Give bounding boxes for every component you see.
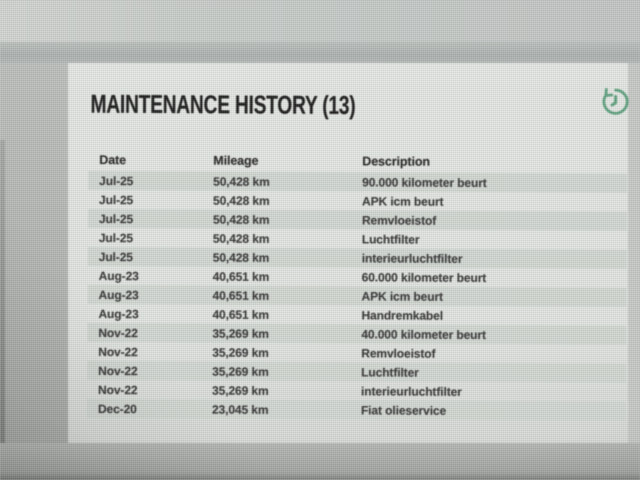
header-shadow-band: [0, 42, 640, 64]
table-row: Dec-20 23,045 km Fiat olieservice: [86, 398, 627, 421]
top-band: [0, 0, 640, 42]
mileage-cell: 50,428 km: [212, 250, 270, 265]
right-margin: [628, 63, 640, 443]
date-cell: Jul-25: [98, 249, 133, 264]
table-header-row: Date Mileage Description: [88, 148, 627, 174]
table-body: Jul-25 50,428 km 90.000 kilometer beurt …: [86, 170, 628, 421]
mileage-cell: 35,269 km: [212, 326, 269, 341]
maintenance-history-table: Date Mileage Description Jul-25 50,428 k…: [86, 148, 628, 421]
date-cell: Nov-22: [98, 325, 138, 340]
description-cell: 90.000 kilometer beurt: [362, 174, 487, 190]
column-header-description: Description: [362, 153, 430, 169]
date-cell: Jul-25: [98, 211, 134, 226]
history-clock-icon: [599, 85, 633, 119]
description-cell: interieurluchtfilter: [361, 250, 463, 266]
date-cell: Nov-22: [98, 363, 138, 378]
description-cell: Luchtfilter: [361, 364, 419, 380]
page-title: MAINTENANCE HISTORY (13): [90, 89, 356, 121]
description-cell: APK icm beurt: [362, 193, 444, 209]
description-cell: interieurluchtfilter: [361, 383, 462, 399]
description-cell: Luchtfilter: [361, 231, 420, 247]
left-margin: [0, 63, 68, 480]
mileage-cell: 23,045 km: [211, 402, 269, 417]
date-cell: Jul-25: [99, 192, 134, 207]
mileage-cell: 35,269 km: [212, 383, 269, 398]
mileage-cell: 35,269 km: [212, 364, 269, 379]
description-cell: Remvloeistof: [361, 212, 437, 228]
left-screen-edge: [0, 140, 5, 480]
mileage-cell: 40,651 km: [212, 307, 270, 322]
mileage-cell: 40,651 km: [212, 288, 270, 303]
description-cell: Handremkabel: [361, 307, 444, 323]
date-cell: Jul-25: [99, 173, 134, 188]
column-header-date: Date: [99, 152, 127, 167]
mileage-cell: 40,651 km: [212, 269, 270, 284]
mileage-cell: 50,428 km: [213, 193, 270, 208]
date-cell: Aug-23: [98, 287, 139, 302]
maintenance-history-panel: MAINTENANCE HISTORY (13) Date Mileage De…: [68, 63, 629, 443]
date-cell: Aug-23: [98, 306, 139, 321]
date-cell: Aug-23: [98, 268, 139, 283]
description-cell: Remvloeistof: [361, 345, 436, 361]
mileage-cell: 50,428 km: [212, 231, 270, 246]
mileage-cell: 50,428 km: [213, 174, 270, 189]
date-cell: Jul-25: [98, 230, 134, 245]
date-cell: Nov-22: [98, 344, 138, 359]
description-cell: 40.000 kilometer beurt: [361, 326, 486, 342]
date-cell: Dec-20: [97, 401, 137, 416]
bottom-band: [0, 443, 640, 480]
column-header-mileage: Mileage: [213, 153, 259, 168]
mileage-cell: 50,428 km: [212, 212, 270, 227]
description-cell: 60.000 kilometer beurt: [361, 269, 487, 285]
description-cell: Fiat olieservice: [360, 402, 447, 418]
date-cell: Nov-22: [98, 382, 138, 397]
description-cell: APK icm beurt: [361, 288, 444, 304]
mileage-cell: 35,269 km: [212, 345, 269, 360]
